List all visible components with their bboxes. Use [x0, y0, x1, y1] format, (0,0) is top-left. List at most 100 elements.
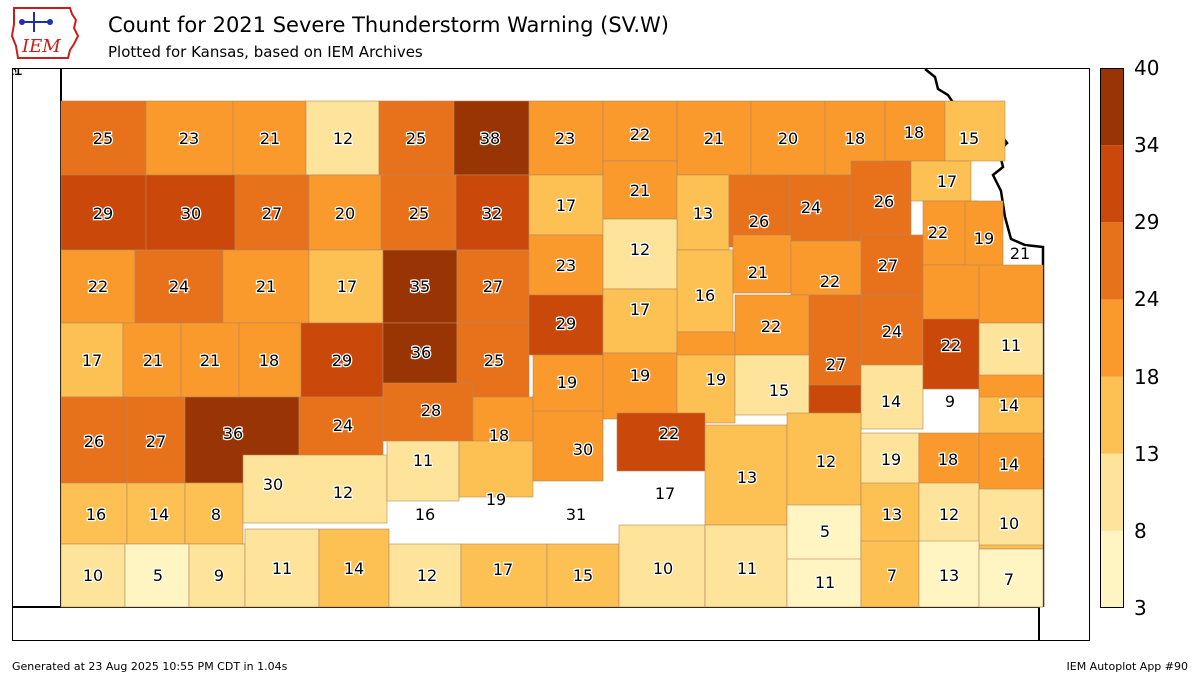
- county-count-label: 19: [557, 373, 577, 392]
- county-count-label: 23: [555, 129, 575, 148]
- autoplot-app-id: IEM Autoplot App #90: [1066, 660, 1189, 673]
- county-polygon: [386, 440, 460, 502]
- county-count-label: 12: [417, 566, 437, 585]
- county-polygon: [308, 174, 382, 251]
- county-polygon: [528, 100, 604, 176]
- county-count-label: 16: [415, 505, 435, 524]
- generated-timestamp: Generated at 23 Aug 2025 10:55 PM CDT in…: [12, 660, 288, 673]
- page-subtitle: Plotted for Kansas, based on IEM Archive…: [108, 43, 423, 61]
- colorbar-tick-label: 40: [1134, 56, 1160, 80]
- county-polygon: [944, 100, 1006, 162]
- county-count-label: 12: [630, 240, 650, 259]
- colorbar-tick-label: 13: [1134, 441, 1160, 466]
- county-polygon: [860, 294, 924, 366]
- county-polygon: [238, 322, 302, 398]
- county-polygon: [458, 440, 534, 498]
- county-polygon: [546, 543, 620, 608]
- county-count-label: 12: [333, 483, 353, 502]
- county-count-label: 20: [335, 204, 355, 223]
- county-count-label: 21: [200, 351, 220, 370]
- county-count-label: 17: [556, 196, 576, 215]
- county-count-label: 24: [333, 416, 353, 435]
- county-count-label: 5: [153, 566, 163, 585]
- county-count-label: 13: [693, 204, 713, 223]
- county-count-label: 17: [630, 300, 650, 319]
- county-count-label: 19: [881, 450, 901, 469]
- county-polygon: [60, 322, 124, 398]
- county-count-label: 16: [86, 505, 106, 524]
- county-polygon: [456, 249, 530, 324]
- county-count-label: 30: [573, 440, 593, 459]
- county-polygon: [382, 382, 474, 442]
- county-count-label: 7: [1004, 570, 1014, 589]
- county-polygon: [532, 410, 604, 482]
- colorbar-tick-label: 34: [1134, 133, 1160, 158]
- county-count-label: 16: [695, 286, 715, 305]
- county-count-label: 9: [214, 566, 224, 585]
- county-count-label: 24: [169, 277, 189, 296]
- county-polygon: [884, 100, 946, 162]
- county-count-label: 36: [223, 424, 243, 443]
- county-count-label: 13: [882, 505, 902, 524]
- county-count-label: 21: [704, 129, 724, 148]
- county-count-label: 29: [332, 351, 352, 370]
- colorbar-swatches: [1100, 68, 1124, 608]
- county-count-label: 24: [801, 198, 821, 217]
- county-count-label: 30: [263, 475, 283, 494]
- county-count-label: 12: [333, 129, 353, 148]
- county-count-label: 19: [706, 370, 726, 389]
- county-count-label: 26: [874, 192, 894, 211]
- county-count-label: 23: [179, 129, 199, 148]
- county-count-label: 18: [845, 129, 865, 148]
- county-polygon: [388, 543, 462, 608]
- county-count-label: 17: [82, 351, 102, 370]
- colorbar-swatch: [1100, 145, 1124, 223]
- county-count-label: 25: [93, 129, 113, 148]
- county-count-label: 17: [937, 172, 957, 191]
- county-polygon: [978, 488, 1044, 546]
- county-polygon: [122, 322, 182, 398]
- county-count-label: 22: [928, 223, 948, 242]
- county-polygon: [964, 200, 1004, 272]
- colorbar: [1100, 68, 1124, 608]
- county-polygon: [305, 100, 380, 176]
- county-polygon: [134, 249, 224, 324]
- colorbar-tick-label: 29: [1134, 210, 1160, 235]
- county-count-label: 19: [974, 229, 994, 248]
- county-count-label: 14: [881, 392, 901, 411]
- county-count-label: 11: [413, 451, 433, 470]
- county-polygon: [453, 100, 530, 176]
- county-count-label: 22: [820, 272, 840, 291]
- county-count-label: 29: [93, 204, 113, 223]
- county-polygon: [460, 543, 548, 608]
- county-polygon: [788, 174, 852, 242]
- county-count-label: 7: [887, 566, 897, 585]
- county-polygon: [602, 100, 678, 162]
- county-polygon: [978, 548, 1044, 608]
- county-count-label: 15: [959, 129, 979, 148]
- county-count-label: 10: [83, 566, 103, 585]
- colorbar-swatch: [1100, 530, 1124, 608]
- colorbar-swatch: [1100, 222, 1124, 300]
- county-count-label: 23: [556, 256, 576, 275]
- county-polygon: [616, 412, 706, 472]
- county-count-label: 27: [146, 432, 166, 451]
- county-count-label: 21: [748, 263, 768, 282]
- county-count-label: 25: [406, 129, 426, 148]
- county-count-label: 25: [409, 204, 429, 223]
- county-count-label: 29: [556, 314, 576, 333]
- county-polygon: [126, 396, 186, 484]
- county-count-label: 21: [143, 351, 163, 370]
- county-polygon: [528, 294, 604, 356]
- county-count-label: 25: [484, 351, 504, 370]
- county-polygon: [732, 234, 792, 294]
- county-polygon: [300, 322, 384, 398]
- county-count-label: 17: [655, 484, 675, 503]
- page-title: Count for 2021 Severe Thunderstorm Warni…: [108, 13, 669, 37]
- county-count-label: 18: [938, 450, 958, 469]
- county-polygon: [378, 100, 455, 176]
- county-count-label: 8: [211, 505, 221, 524]
- county-polygon: [734, 354, 810, 416]
- county-polygon: [922, 264, 980, 328]
- county-count-label: 15: [573, 566, 593, 585]
